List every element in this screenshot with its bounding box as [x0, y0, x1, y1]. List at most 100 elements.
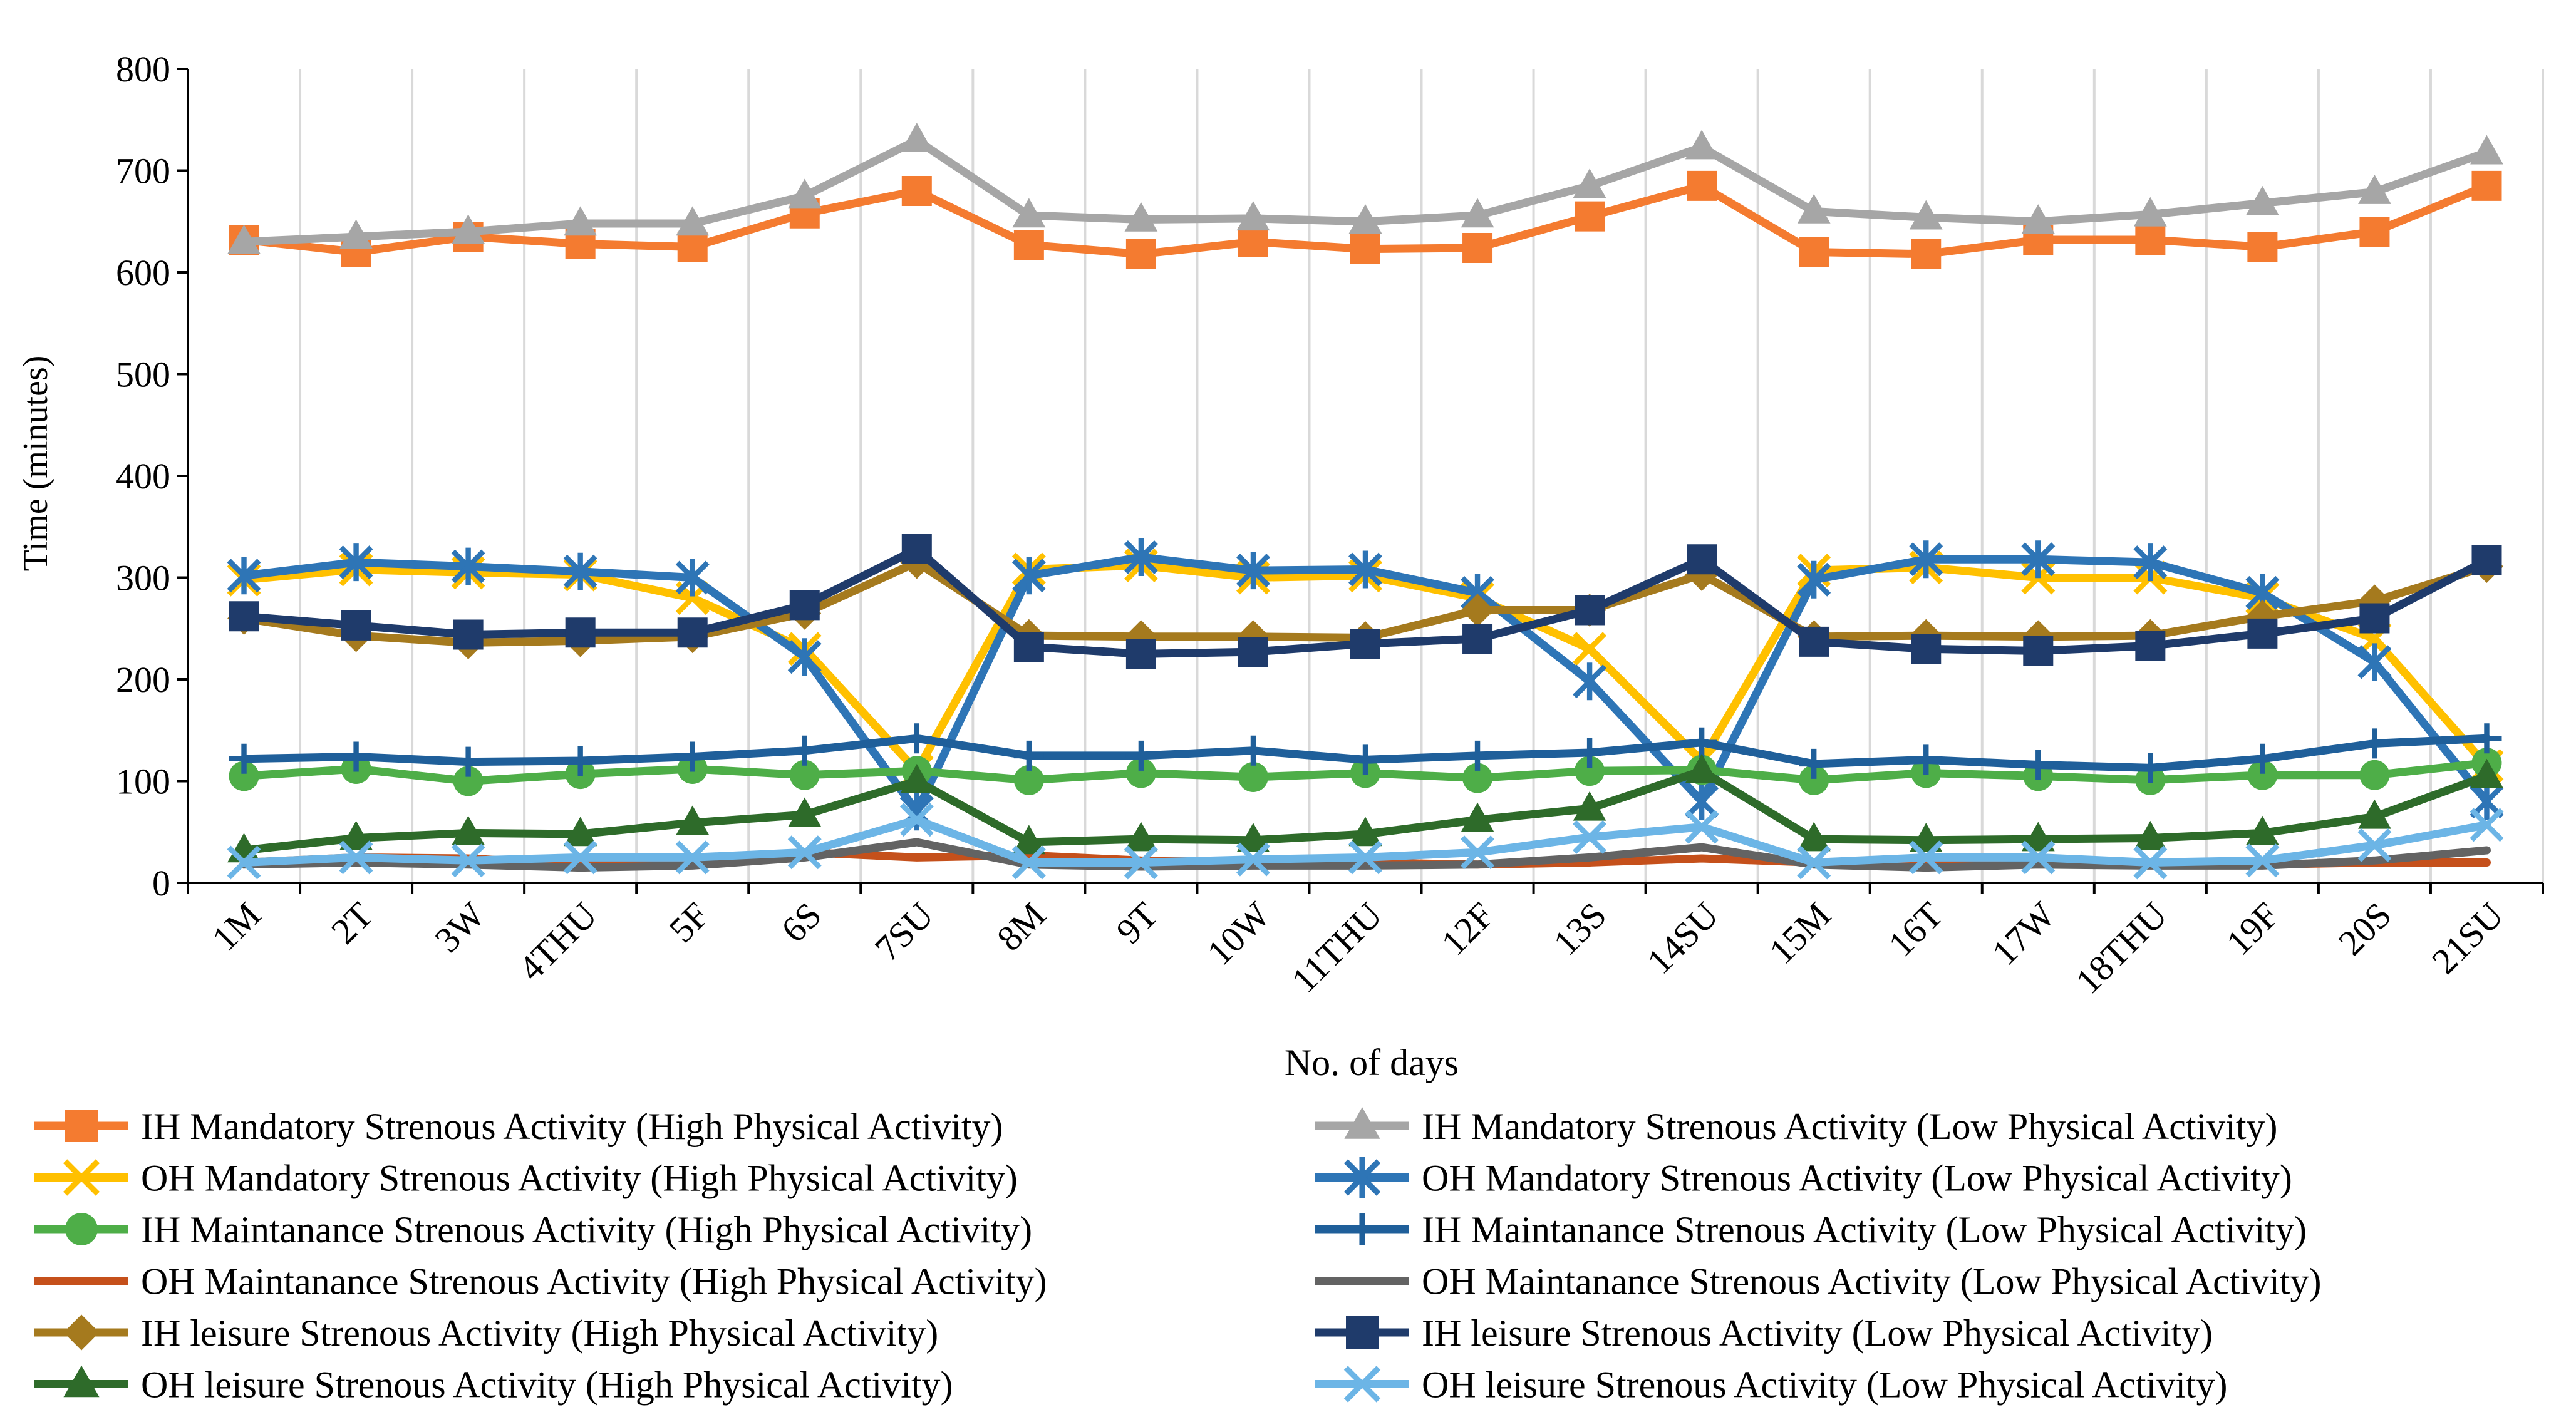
data-point: [1011, 845, 1046, 880]
data-point: [1797, 822, 1831, 852]
data-point: [2247, 618, 2278, 649]
data-point: [453, 619, 484, 650]
data-point: [1013, 230, 1044, 260]
legend-label: IH Maintanance Strenous Activity (Low Ph…: [1422, 1209, 2307, 1250]
data-point: [1461, 594, 1494, 627]
legend-label: IH Mandatory Strenous Activity (High Phy…: [141, 1106, 1003, 1147]
data-point: [1125, 758, 1156, 788]
legend-label: OH Maintanance Strenous Activity (High P…: [141, 1261, 1047, 1302]
data-point: [2247, 743, 2278, 774]
data-point: [2135, 631, 2166, 661]
series-6: [229, 723, 2502, 783]
data-point: [1236, 201, 1270, 231]
legend-item: OH Mandatory Strenous Activity (High Phy…: [34, 1158, 1018, 1199]
data-point: [1348, 817, 1382, 847]
data-point: [1350, 744, 1380, 775]
x-tick-label: 16T: [1880, 894, 1950, 964]
data-point: [1909, 540, 1943, 579]
data-point: [1013, 765, 1044, 795]
data-point: [1350, 629, 1380, 659]
series-1: [229, 170, 2502, 269]
data-point: [788, 797, 822, 827]
legend: IH Mandatory Strenous Activity (High Phy…: [34, 1106, 2321, 1406]
data-point: [1911, 634, 1942, 664]
data-point: [1911, 744, 1942, 775]
data-point: [2470, 135, 2503, 165]
data-point: [1012, 825, 1046, 855]
data-point: [788, 178, 822, 209]
data-point: [339, 543, 373, 582]
data-point: [1687, 544, 1717, 575]
data-point: [1461, 802, 1494, 832]
x-tick-label: 9T: [1109, 894, 1166, 952]
data-point: [1573, 791, 1606, 821]
legend-label: IH Maintanance Strenous Activity (High P…: [141, 1209, 1032, 1250]
y-tick-label: 700: [116, 151, 170, 192]
data-point: [899, 803, 934, 837]
series-line: [240, 561, 2491, 775]
data-point: [229, 601, 259, 632]
data-point: [2247, 760, 2278, 790]
data-point: [341, 741, 371, 772]
data-point: [1346, 1213, 1379, 1245]
data-point: [1685, 130, 1719, 160]
legend-item: OH leisure Strenous Activity (Low Physic…: [1315, 1364, 2228, 1406]
data-point: [2357, 828, 2392, 862]
data-point: [451, 843, 485, 878]
data-point: [339, 840, 373, 875]
data-point: [677, 741, 708, 772]
x-tick-label: 20S: [2330, 894, 2399, 963]
legend-label: IH leisure Strenous Activity (Low Physic…: [1422, 1312, 2213, 1354]
data-point: [341, 610, 371, 641]
data-point: [2247, 232, 2278, 262]
data-point: [563, 840, 597, 875]
legend-item: OH Maintanance Strenous Activity (Low Ph…: [1315, 1261, 2321, 1302]
legend-item: IH Maintanance Strenous Activity (Low Ph…: [1315, 1209, 2307, 1250]
data-point: [1013, 632, 1044, 662]
data-point: [1575, 738, 1605, 768]
data-point: [452, 214, 485, 244]
legend-item: OH leisure Strenous Activity (High Physi…: [34, 1364, 953, 1406]
legend-label: IH leisure Strenous Activity (High Physi…: [141, 1312, 938, 1354]
data-point: [2023, 750, 2054, 780]
x-tick-label: 8M: [989, 894, 1053, 959]
data-point: [1461, 198, 1494, 228]
x-tick-label: 2T: [323, 894, 381, 952]
data-point: [2133, 845, 2168, 880]
data-point: [1462, 233, 1493, 263]
data-point: [2021, 540, 2056, 579]
data-point: [2471, 170, 2502, 201]
x-axis-title: No. of days: [1285, 1042, 1459, 1083]
data-point: [2359, 728, 2390, 759]
data-point: [2357, 643, 2392, 681]
data-point: [1799, 237, 1829, 267]
data-point: [452, 815, 485, 845]
x-tick-label: 17W: [1984, 894, 2063, 973]
x-tick-label: 10W: [1199, 894, 1278, 973]
y-tick-label: 800: [116, 49, 170, 90]
legend-label: OH leisure Strenous Activity (Low Physic…: [1422, 1364, 2228, 1406]
data-point: [2133, 543, 2168, 582]
data-point: [1909, 200, 1943, 230]
data-point: [2245, 815, 2279, 845]
data-point: [227, 557, 261, 595]
series-4: [227, 538, 2504, 831]
data-point: [63, 1314, 100, 1351]
data-point: [1799, 765, 1829, 795]
data-point: [2021, 204, 2055, 234]
data-point: [1348, 550, 1382, 589]
data-point: [229, 761, 259, 791]
data-point: [564, 206, 597, 236]
y-tick-label: 500: [116, 354, 170, 395]
data-point: [2133, 197, 2167, 227]
data-point: [565, 617, 596, 648]
data-point: [2245, 185, 2279, 215]
data-point: [675, 840, 710, 875]
y-tick-label: 600: [116, 252, 170, 293]
x-tick-label: 14SU: [1639, 894, 1726, 981]
data-point: [1461, 835, 1495, 870]
x-tick-label: 18THU: [2067, 894, 2175, 1001]
legend-item: IH Mandatory Strenous Activity (High Phy…: [34, 1106, 1003, 1147]
y-tick-label: 100: [116, 761, 170, 802]
